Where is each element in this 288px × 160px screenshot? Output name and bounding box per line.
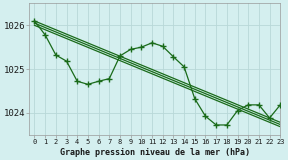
X-axis label: Graphe pression niveau de la mer (hPa): Graphe pression niveau de la mer (hPa) (60, 148, 250, 156)
